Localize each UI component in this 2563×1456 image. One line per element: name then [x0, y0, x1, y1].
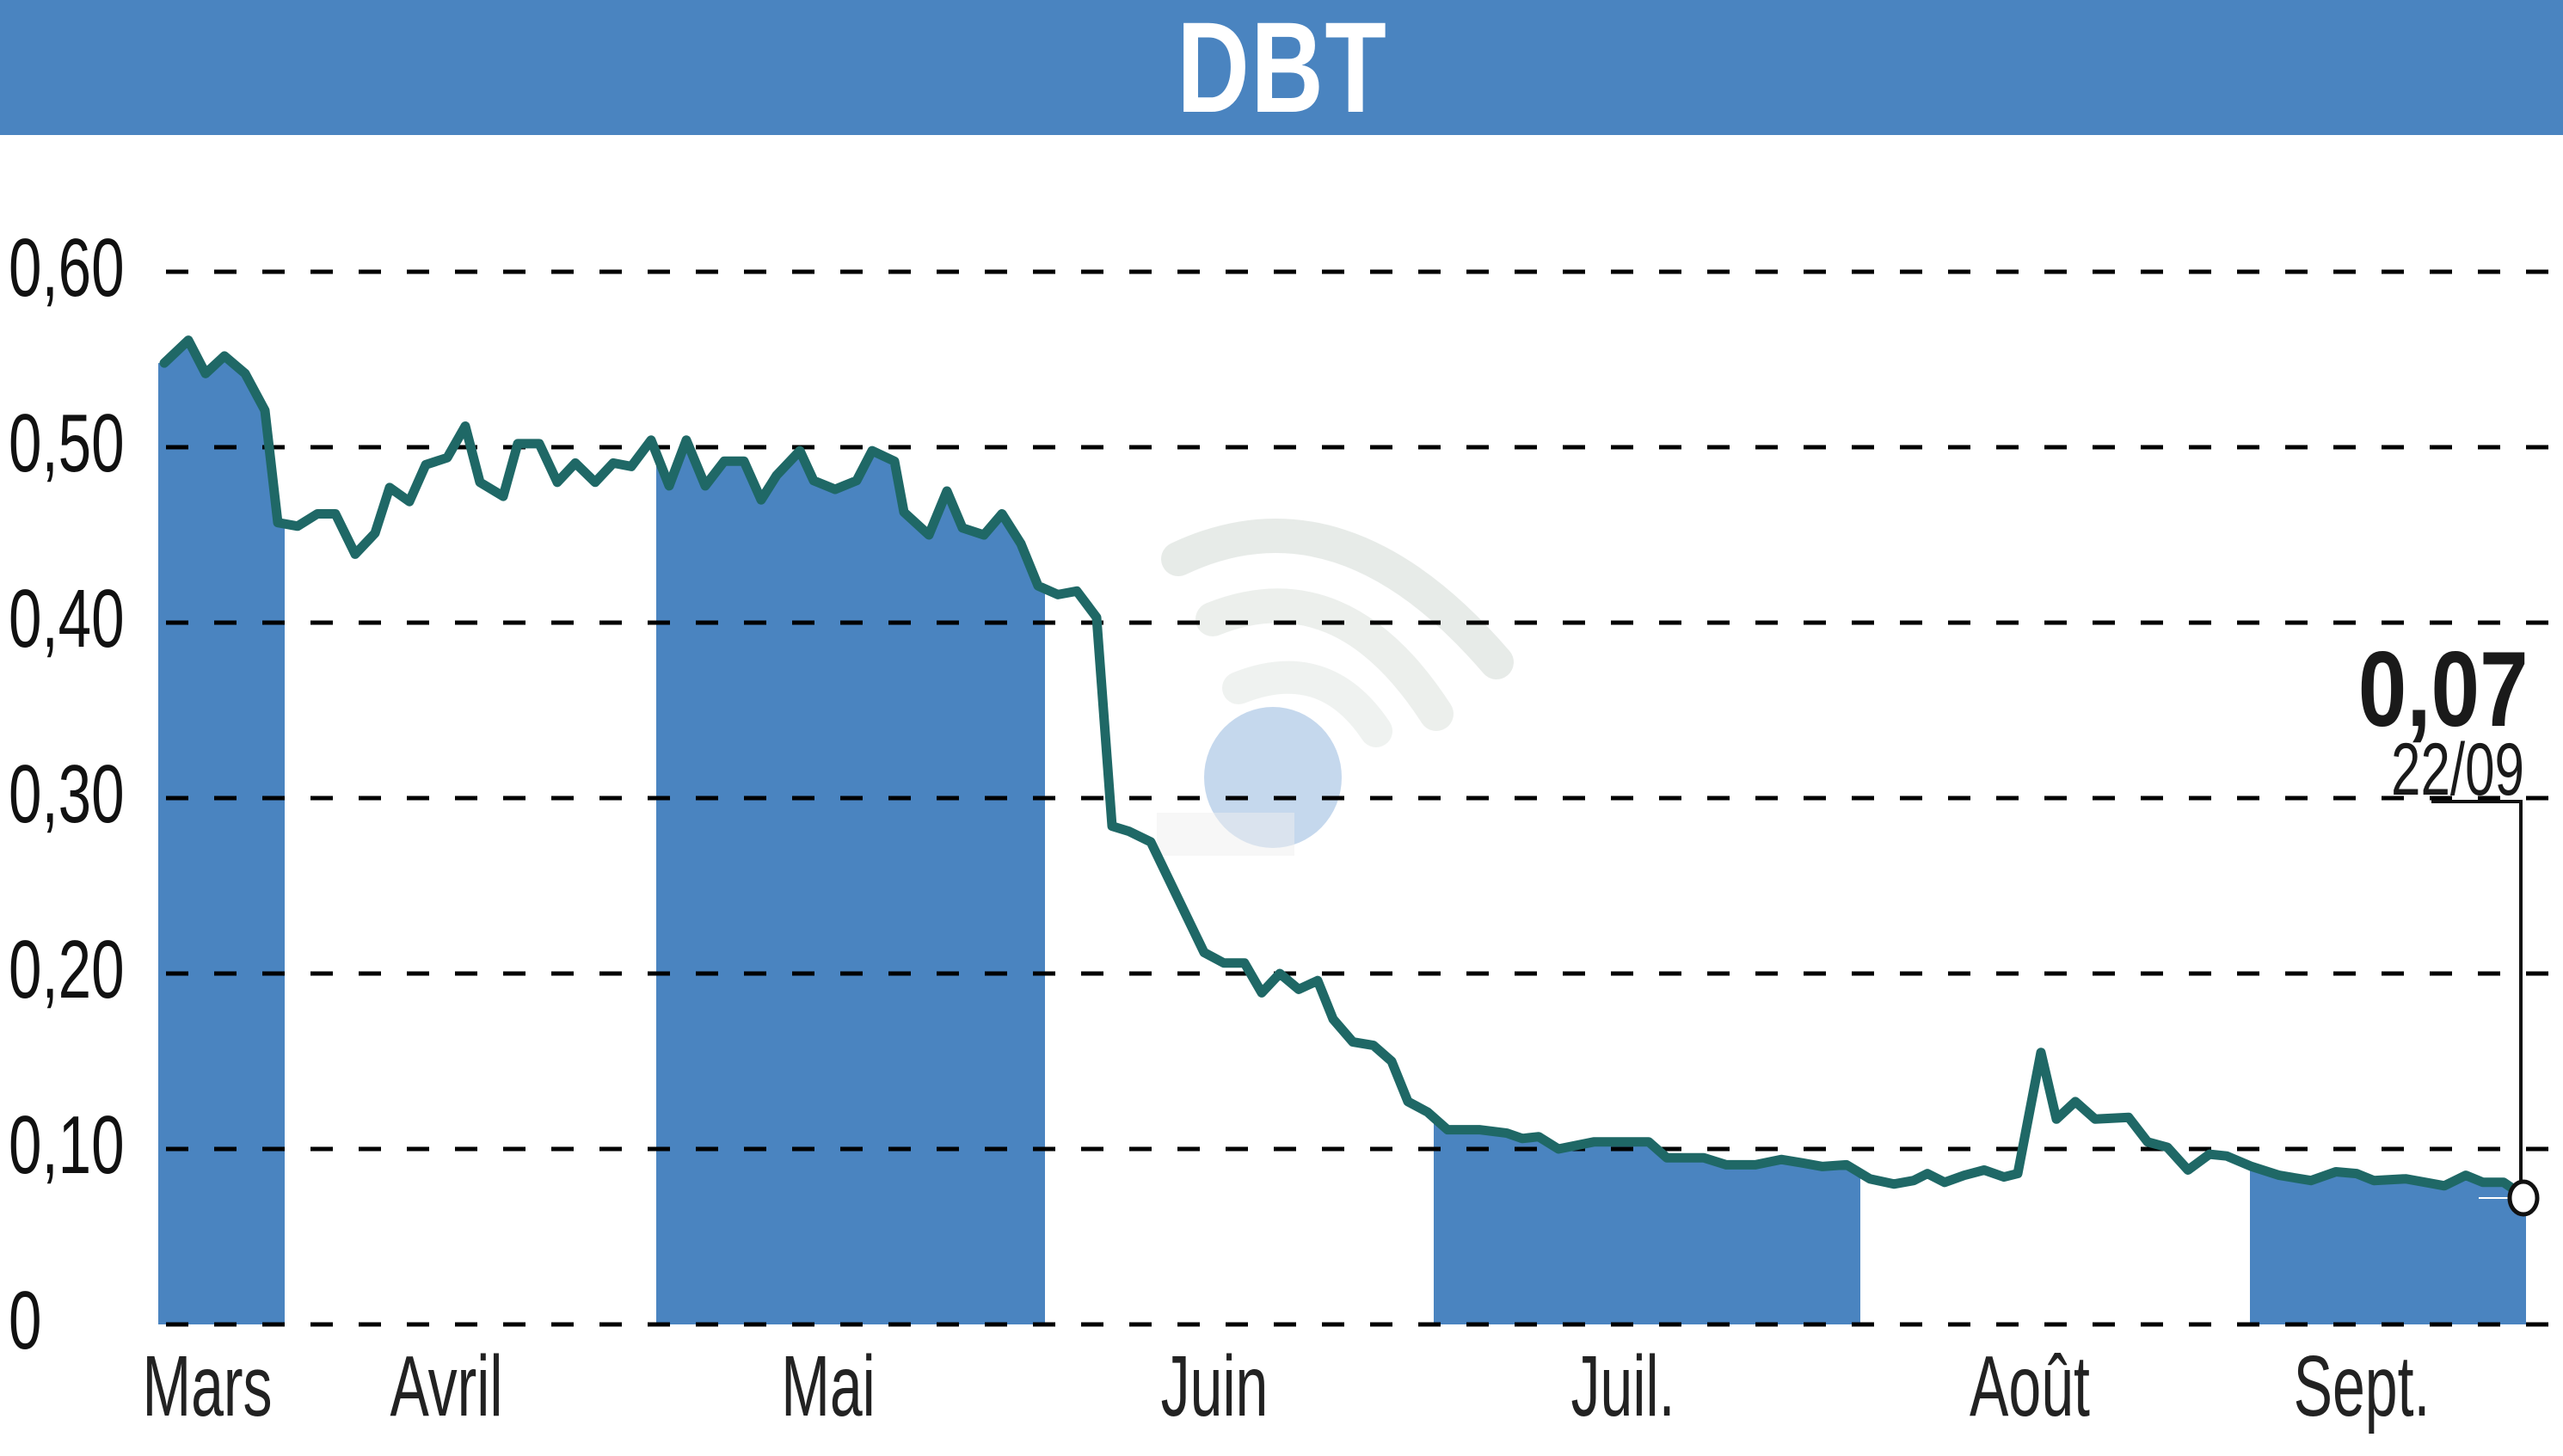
x-month-label: Mai [781, 1338, 876, 1434]
month-band-mai [656, 439, 1045, 1325]
x-month-label: Mars [142, 1338, 273, 1434]
x-month-label: Juin [1160, 1338, 1269, 1434]
month-band-juil [1434, 1117, 1860, 1324]
last-date-label: 22/09 [2391, 728, 2524, 811]
x-month-label: Sept. [2293, 1338, 2431, 1434]
y-tick-label: 0,40 [9, 573, 125, 665]
y-tick-label: 0,30 [9, 748, 125, 840]
chart-title: DBT [1177, 0, 1388, 139]
x-month-label: Avril [390, 1338, 503, 1434]
y-tick-label: 0,20 [9, 924, 125, 1016]
price-line [159, 335, 2517, 1193]
header-bar [0, 0, 2563, 135]
y-tick-label: 0,50 [9, 397, 125, 489]
last-value-label: 0,07 [2357, 630, 2529, 749]
y-tick-label: 0,60 [9, 222, 125, 314]
gridlines [166, 269, 2563, 1327]
callout-leader-line [2431, 800, 2523, 1187]
month-bands [158, 340, 2526, 1325]
watermark-signal-icon [1157, 519, 1514, 856]
month-band-sept [2250, 1165, 2526, 1324]
y-tick-label: 0 [9, 1275, 42, 1367]
y-tick-label: 0,10 [9, 1099, 125, 1191]
last-value-callout [2431, 800, 2540, 1217]
last-point-marker [2507, 1179, 2540, 1217]
x-month-label: Juil. [1570, 1338, 1675, 1434]
x-month-label: Août [1970, 1338, 2090, 1434]
month-band-mars [158, 340, 285, 1324]
